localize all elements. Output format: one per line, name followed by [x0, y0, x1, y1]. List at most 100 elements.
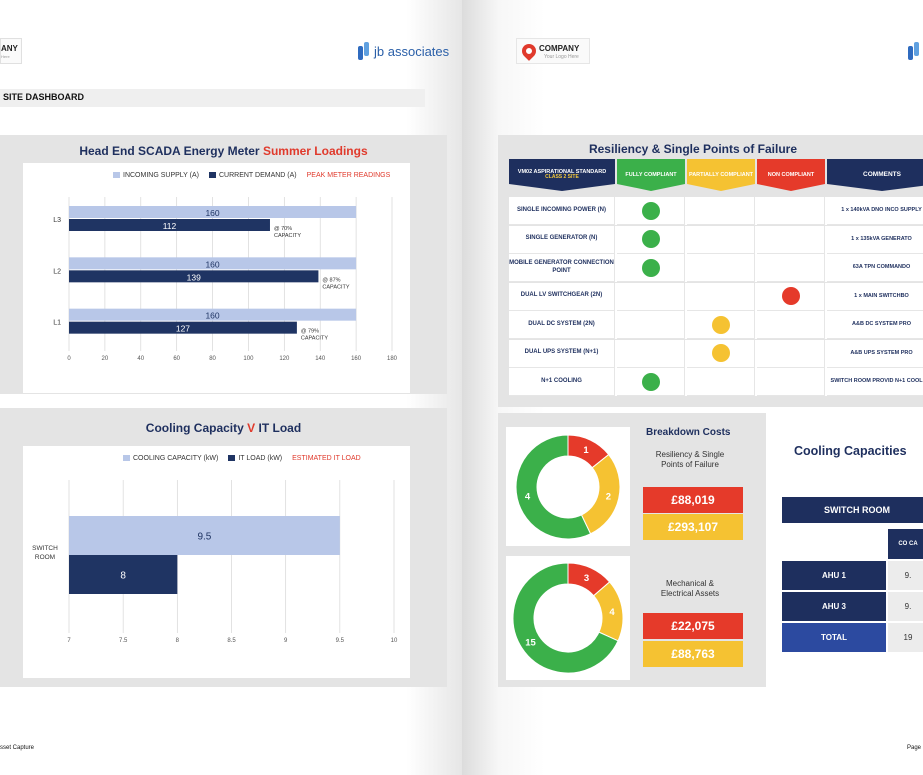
- status-cell-non: [757, 225, 825, 254]
- capacity-annotation: CAPACITY: [301, 336, 328, 342]
- bar-value-label: 160: [205, 259, 219, 269]
- donut2-box: 3 4 15: [506, 556, 630, 680]
- x-tick-label: 10: [391, 638, 398, 644]
- slice-value-label: 3: [584, 573, 589, 584]
- legend-cooling-capacity: COOLING CAPACITY (kW): [123, 455, 218, 462]
- x-tick-label: 9.5: [336, 638, 345, 644]
- status-cell-non: [757, 197, 825, 225]
- bar: [69, 270, 319, 283]
- status-dot-icon: [711, 344, 730, 362]
- row-comment: 1 x 135kVA GENERATO: [827, 226, 923, 254]
- resiliency-row: SINGLE INCOMING POWER (N) 1 x 140kVA DNO …: [509, 197, 923, 225]
- bar: [69, 321, 297, 334]
- category-label: L3: [53, 217, 61, 224]
- bar: [69, 257, 357, 270]
- capacity-annotation: CAPACITY: [322, 284, 349, 290]
- bar: [69, 206, 357, 218]
- cooling-row-value: 9.: [888, 561, 923, 590]
- status-cell-partial: [687, 254, 755, 282]
- legend-current-demand: CURRENT DEMAND (A): [208, 172, 297, 179]
- row-comment: A&B UPS SYSTEM PRO: [827, 340, 923, 368]
- row-label: MOBILE GENERATOR CONNECTION POINT: [509, 254, 615, 282]
- cooling-row-value: 19: [888, 623, 923, 652]
- cooling-row-value: 9.: [888, 592, 923, 621]
- company-logo-right: COMPANY Your Logo Here: [516, 38, 590, 64]
- group1-red-cost: £88,019: [643, 487, 743, 513]
- logo-text: ANY: [1, 44, 18, 53]
- category-label: SWITCH: [32, 545, 58, 552]
- resiliency-panel: Resiliency & Single Points of Failure VM…: [498, 135, 923, 407]
- row-comment: 1 x MAIN SWITCHBO: [827, 283, 923, 311]
- chart1-legend: INCOMING SUPPLY (A) CURRENT DEMAND (A) P…: [113, 172, 390, 179]
- row-label: DUAL LV SWITCHGEAR (2N): [509, 282, 615, 311]
- footer-left: sset Capture: [0, 745, 35, 751]
- cooling-capacities-panel: Cooling Capacities SWITCH ROOM CO CA AHU…: [762, 413, 923, 687]
- bar: [69, 516, 340, 555]
- x-tick-label: 140: [315, 356, 326, 362]
- capacity-annotation: @ 79%: [301, 329, 319, 335]
- category-label: L2: [53, 268, 61, 275]
- header-non-compliant: NON COMPLIANT: [757, 159, 825, 191]
- right-page: COMPANY Your Logo Here Resiliency & Sing…: [462, 0, 923, 775]
- footer-right: Page: [907, 745, 922, 751]
- row-label: SINGLE GENERATOR (N): [509, 225, 615, 254]
- status-cell-fully: [617, 311, 685, 339]
- resiliency-row: DUAL LV SWITCHGEAR (2N) 1 x MAIN SWITCHBO: [509, 282, 923, 311]
- group2-label: Mechanical & Electrical Assets: [660, 579, 720, 598]
- legend-estimated-load: ESTIMATED IT LOAD: [292, 455, 361, 462]
- left-page: ANY Here jb associates SITE DASHBOARD He…: [0, 0, 462, 775]
- status-cell-partial: [687, 197, 755, 225]
- x-tick-label: 100: [243, 356, 254, 362]
- header-fully-compliant: FULLY COMPLIANT: [617, 159, 685, 191]
- status-cell-fully: [617, 339, 685, 368]
- resiliency-row: N+1 COOLING SWITCH ROOM PROVID N+1 COOLIN…: [509, 368, 923, 396]
- status-dot-icon: [641, 258, 660, 277]
- capacity-column-header: CO CA: [888, 529, 923, 559]
- x-tick-label: 160: [351, 356, 362, 362]
- status-cell-fully: [617, 254, 685, 282]
- chart2-legend: COOLING CAPACITY (kW) IT LOAD (kW) ESTIM…: [123, 455, 361, 462]
- section-title-bar: SITE DASHBOARD: [0, 89, 425, 107]
- chart2-area: COOLING CAPACITY (kW) IT LOAD (kW) ESTIM…: [23, 446, 410, 678]
- row-label: SINGLE INCOMING POWER (N): [509, 197, 615, 225]
- x-tick-label: 20: [102, 356, 109, 362]
- slice-value-label: 4: [525, 492, 531, 503]
- status-cell-fully: [617, 282, 685, 311]
- logo-text: COMPANY: [539, 44, 580, 53]
- donut2-chart: 3 4 15: [512, 562, 624, 674]
- status-dot-icon: [781, 287, 800, 305]
- jb-associates-logo: jb associates: [358, 42, 449, 60]
- resiliency-row: SINGLE GENERATOR (N) 1 x 135kVA GENERATO: [509, 225, 923, 254]
- status-cell-fully: [617, 225, 685, 254]
- status-cell-partial: [687, 225, 755, 254]
- bar: [69, 219, 270, 231]
- jb-logo-icon: [908, 42, 920, 60]
- status-cell-fully: [617, 368, 685, 396]
- bar: [69, 555, 178, 594]
- company-logo-left: ANY Here: [0, 38, 22, 64]
- cooling-it-panel: Cooling Capacity V IT Load COOLING CAPAC…: [0, 408, 447, 687]
- status-cell-partial: [687, 368, 755, 396]
- status-cell-non: [757, 368, 825, 396]
- chart1-area: INCOMING SUPPLY (A) CURRENT DEMAND (A) P…: [23, 163, 410, 393]
- bar-value-label: 160: [205, 311, 219, 321]
- row-comment: 1 x 140kVA DNO INCO SUPPLY: [827, 197, 923, 225]
- group1-label: Resiliency & Single Points of Failure: [655, 450, 725, 469]
- row-comment: 63A TPN COMMANDO: [827, 254, 923, 282]
- capacity-annotation: @ 70%: [274, 226, 292, 232]
- category-label: L1: [53, 320, 61, 327]
- cooling-row-label: AHU 1: [782, 561, 886, 590]
- jb-logo-icon: [358, 42, 370, 60]
- row-label: DUAL DC SYSTEM (2N): [509, 311, 615, 339]
- status-dot-icon: [641, 230, 660, 248]
- status-cell-non: [757, 339, 825, 368]
- donut-slice: [512, 562, 619, 674]
- x-tick-label: 7.5: [119, 638, 128, 644]
- bar-value-label: 9.5: [197, 532, 211, 543]
- donut1-box: 1 2 4: [506, 427, 630, 546]
- switch-room-header: SWITCH ROOM: [782, 497, 923, 523]
- group1-yellow-cost: £293,107: [643, 514, 743, 540]
- status-dot-icon: [641, 201, 660, 220]
- bar: [69, 308, 357, 321]
